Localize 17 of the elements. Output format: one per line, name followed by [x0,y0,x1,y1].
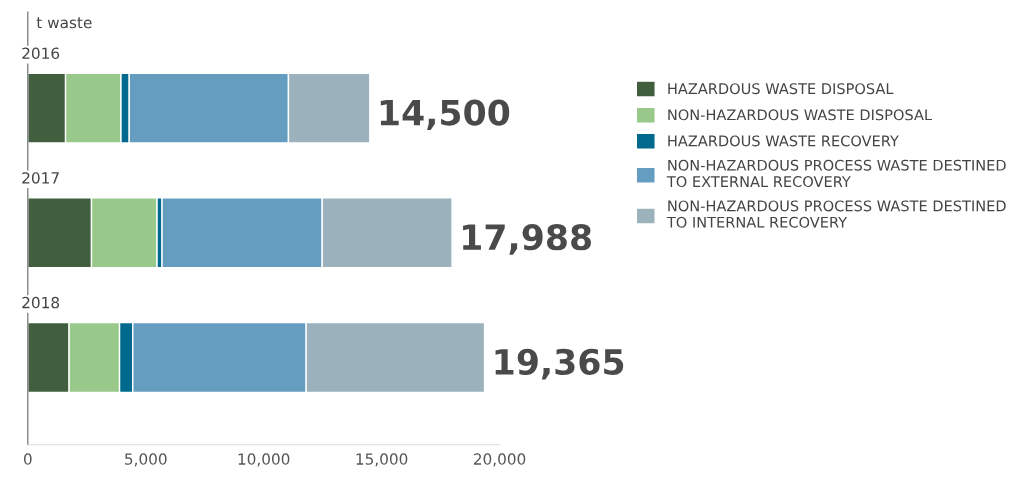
x-axis-title: t waste [36,17,92,29]
total-label: 17,988 [463,224,591,255]
legend-label: NON-HAZARDOUS PROCESS WASTE DESTINED TO EXTERNAL RECOVERY [666,159,1006,188]
legend-label: NON-HAZARDOUS WASTE DISPOSAL [668,109,932,121]
total-label: 19,365 [495,348,624,380]
legend-label: HAZARDOUS WASTE DISPOSAL [668,83,894,95]
x-tick-label: 15,000 [356,453,408,467]
x-tick-label: 0 [23,453,32,465]
legend-label: HAZARDOUS WASTE RECOVERY [668,135,899,147]
y-tick-label: 2016 [22,47,60,60]
legend-label: NON-HAZARDOUS PROCESS WASTE DESTINED TO INTERNAL RECOVERY [666,200,1006,228]
x-tick-label: 10,000 [238,453,290,467]
x-tick-label: 20,000 [473,453,526,467]
y-tick-label: 2017 [22,172,59,184]
y-tick-label: 2018 [22,296,60,309]
total-label: 14,500 [380,99,510,131]
x-tick-label: 5,000 [125,453,167,467]
